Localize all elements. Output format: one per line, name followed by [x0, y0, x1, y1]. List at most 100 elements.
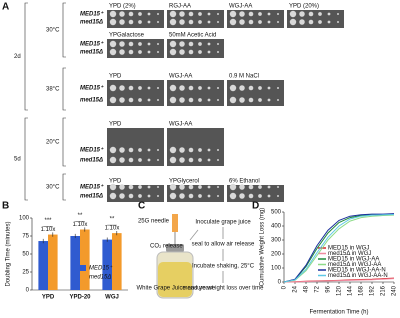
colony-spot [128, 184, 134, 190]
colony-spot [179, 11, 185, 17]
colony-spot [217, 159, 219, 161]
plate-image [227, 80, 284, 106]
colony-spot [138, 98, 142, 102]
colony-spot [128, 157, 134, 163]
colony-spot [119, 184, 125, 190]
colony-spot [198, 50, 202, 54]
colony-spot [188, 193, 194, 199]
colony-spot [109, 48, 117, 56]
condition-label: WGJ-AA [169, 74, 192, 80]
colony-spot [217, 186, 219, 188]
colony-spot [248, 85, 254, 91]
colony-spot [217, 43, 219, 45]
condition-label: YPGlycerol [169, 179, 199, 185]
y-tick-label: 500 [271, 210, 282, 216]
colony-spot [318, 20, 322, 24]
colony-spot [157, 149, 159, 151]
fold-change: 1.10x [105, 226, 120, 232]
colony-spot [188, 97, 194, 103]
colony-spot [289, 10, 297, 18]
colony-spot [109, 146, 117, 154]
x-axis-title: Fermentation Time (h) [309, 310, 368, 316]
temperature-bracket [62, 67, 66, 111]
y-tick-label: 75 [22, 234, 29, 240]
colony-spot [327, 20, 331, 24]
colony-spot [229, 183, 237, 191]
colony-spot [119, 19, 125, 25]
colony-spot [188, 157, 194, 163]
colony-spot [169, 96, 177, 104]
colony-spot [239, 193, 245, 199]
colony-spot [207, 194, 211, 198]
colony-spot [147, 98, 151, 102]
y-tick-label: 0 [26, 288, 30, 294]
colony-spot [147, 185, 151, 189]
bottle-illustration [156, 214, 199, 299]
co2-label: CO₂ release [150, 244, 183, 250]
colony-spot [157, 186, 159, 188]
colony-spot [169, 192, 177, 200]
plate-image [107, 128, 164, 166]
legend-label: med15Δ in WGJ-AA-N [328, 273, 388, 279]
colony-spot [119, 147, 125, 153]
colony-spot [299, 11, 305, 17]
strain-label: med15Δ [80, 194, 103, 200]
plate-image [167, 128, 224, 166]
colony-spot [157, 43, 159, 45]
colony-spot [138, 185, 142, 189]
strain-label: MED15⁺ [80, 147, 104, 154]
arrow [189, 229, 199, 241]
colony-spot [229, 84, 237, 92]
colony-spot [267, 86, 271, 90]
significance: ** [110, 217, 115, 223]
panel-label: A [2, 2, 9, 13]
colony-spot [188, 147, 194, 153]
bar [80, 229, 90, 290]
legend-label: med15Δ in WGJ-AA [328, 262, 381, 268]
juice-label: White Grape Juice and yeast [136, 286, 213, 292]
colony-spot [267, 98, 271, 102]
strain-label: MED15⁺ [80, 41, 104, 48]
colony-spot [128, 49, 134, 55]
x-tick-label: 216 [381, 285, 387, 296]
colony-spot [179, 184, 185, 190]
colony-spot [277, 21, 279, 23]
legend-label: med15Δ in WGJ [328, 251, 371, 257]
colony-spot [147, 50, 151, 54]
colony-spot [318, 12, 322, 16]
temperature-label: 30°C [46, 185, 60, 191]
significance: *** [44, 218, 52, 224]
colony-spot [308, 19, 314, 25]
condition-label: YPD [109, 122, 122, 128]
step-label: Inoculate grape juice [195, 220, 251, 226]
colony-spot [207, 158, 211, 162]
colony-spot [217, 195, 219, 197]
x-tick-label: 72 [315, 285, 321, 292]
legend-label: MED15 in WGJ [328, 246, 369, 252]
colony-spot [198, 148, 202, 152]
colony-spot [147, 148, 151, 152]
colony-spot [217, 51, 219, 53]
colony-spot [308, 11, 314, 17]
y-tick-label: 100 [271, 266, 282, 272]
colony-spot [119, 49, 125, 55]
needle-cap [172, 214, 178, 232]
x-tick-label: 192 [370, 285, 376, 296]
colony-spot [289, 18, 297, 26]
line-series [283, 214, 395, 283]
x-tick-label: 144 [348, 285, 354, 296]
colony-spot [179, 97, 185, 103]
colony-spot [198, 158, 202, 162]
colony-spot [169, 146, 177, 154]
colony-spot [258, 185, 262, 189]
x-tick-label: 120 [337, 285, 343, 296]
bar [102, 239, 112, 290]
colony-spot [109, 10, 117, 18]
colony-spot [267, 185, 271, 189]
colony-spot [207, 12, 211, 16]
colony-spot [157, 99, 159, 101]
colony-spot [169, 156, 177, 164]
colony-spot [277, 87, 279, 89]
plate-image [167, 39, 224, 58]
